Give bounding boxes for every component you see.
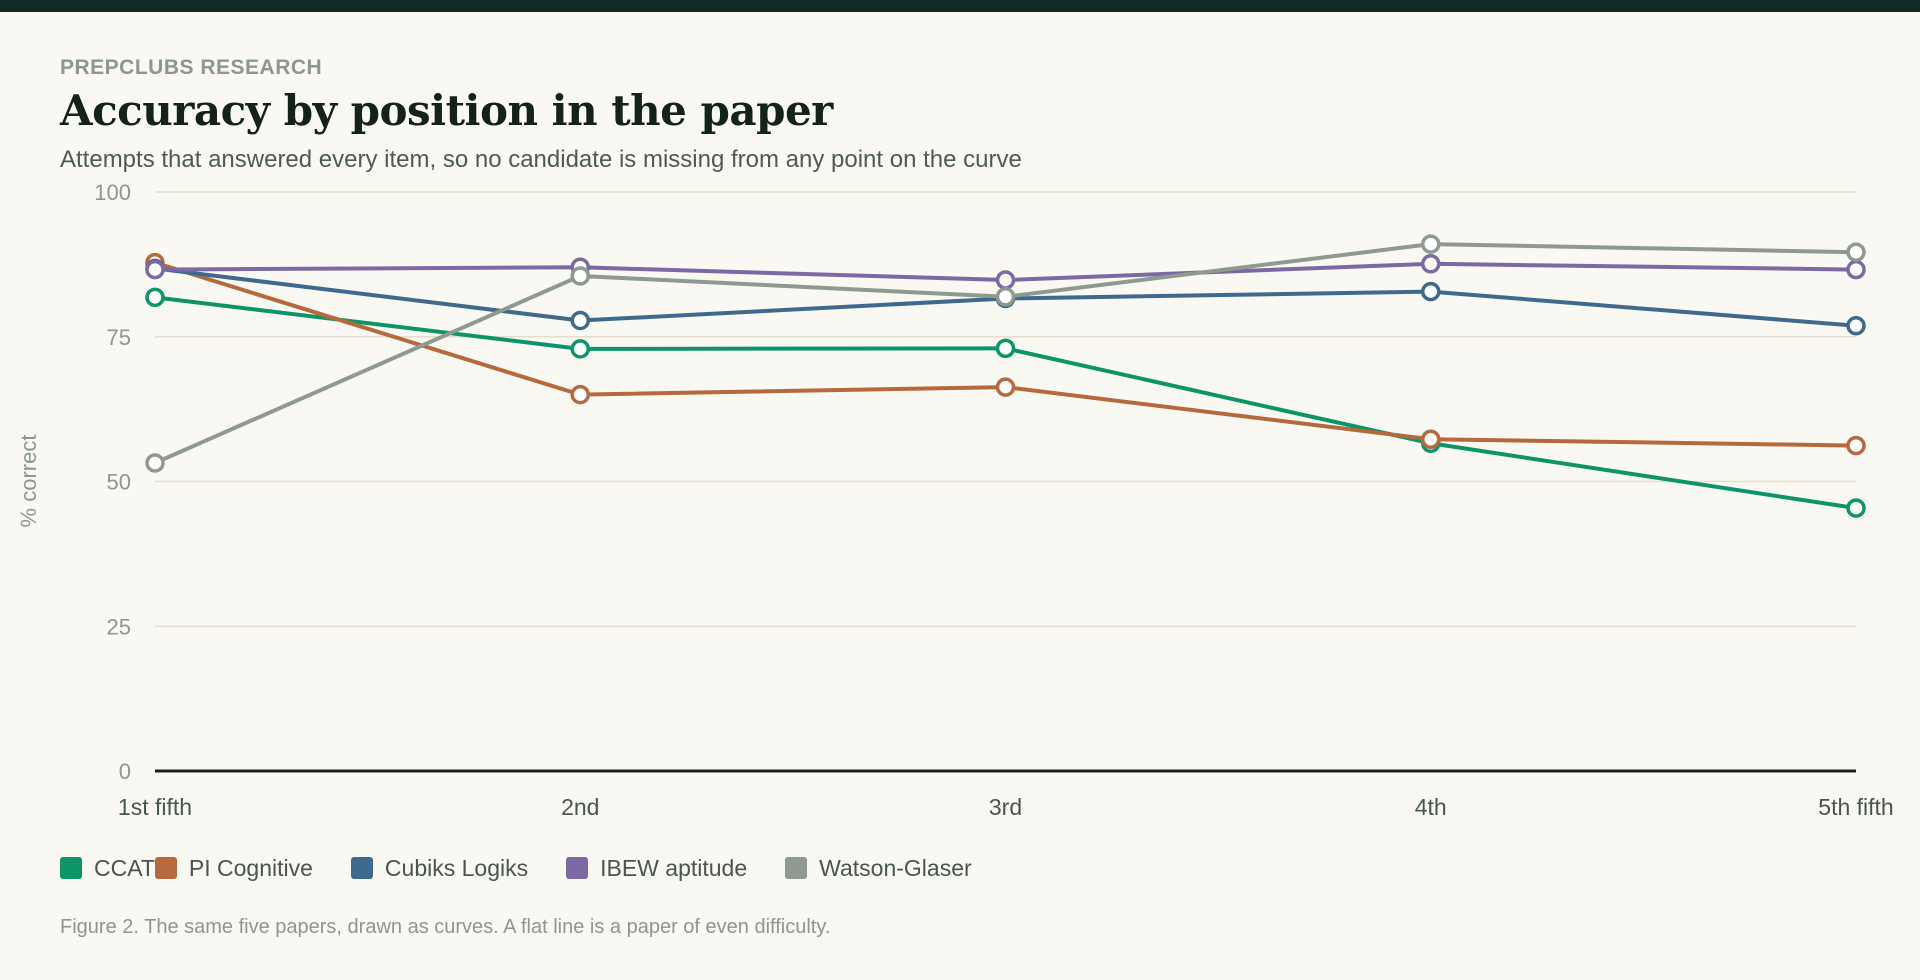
y-axis-ticks: 0 25 50 75 100 — [94, 180, 131, 784]
legend-label: PI Cognitive — [188, 854, 313, 881]
data-point — [145, 259, 165, 280]
legend-label: CCAT — [94, 854, 155, 881]
legend-label: Watson-Glaser — [819, 854, 972, 881]
y-tick-label: 50 — [107, 470, 131, 495]
legend-item: Cubiks Logiks — [350, 854, 529, 882]
legend-swatch — [350, 857, 373, 879]
data-point — [1846, 242, 1866, 262]
legend-swatch — [154, 857, 177, 879]
y-tick-label: 25 — [107, 614, 131, 639]
data-point — [1846, 315, 1866, 336]
data-point — [995, 287, 1016, 307]
legend-item: PI Cognitive — [154, 854, 313, 882]
x-tick-label: 3rd — [989, 794, 1022, 820]
series-pi-cognitive — [145, 252, 1866, 456]
data-point — [995, 377, 1016, 397]
eyebrow-label: PREPCLUBS RESEARCH — [60, 56, 323, 79]
data-point — [1421, 281, 1441, 302]
data-point — [1421, 429, 1441, 449]
data-point — [1421, 234, 1441, 254]
legend-item: CCAT — [60, 855, 155, 882]
data-point — [570, 266, 590, 286]
data-point — [1421, 254, 1441, 274]
y-tick-label: 0 — [119, 759, 131, 784]
legend-swatch — [60, 857, 82, 879]
top-accent-bar — [0, 0, 1920, 12]
data-point — [995, 338, 1016, 359]
x-tick-label: 4th — [1415, 794, 1447, 820]
figure-caption: Figure 2. The same five papers, drawn as… — [60, 916, 831, 938]
data-point — [145, 453, 165, 473]
x-tick-label: 2nd — [561, 794, 599, 820]
data-point — [1846, 498, 1866, 518]
data-point — [145, 287, 165, 308]
y-tick-label: 100 — [94, 180, 131, 205]
y-axis-label: % correct — [16, 435, 41, 528]
series-line — [153, 295, 1858, 511]
legend-item: IBEW aptitude — [566, 855, 747, 882]
legend-item: Watson-Glaser — [785, 855, 972, 882]
y-tick-label: 75 — [107, 325, 131, 350]
legend-label: IBEW aptitude — [600, 854, 748, 881]
data-point — [1846, 435, 1866, 456]
data-point — [1846, 259, 1866, 280]
x-axis-ticks: 1st fifth 2nd 3rd 4th 5th fifth — [118, 794, 1894, 820]
chart-subtitle: Attempts that answered every item, so no… — [60, 146, 1022, 173]
legend-swatch — [566, 857, 589, 879]
legend: CCAT PI Cognitive Cubiks Logiks IBEW aptitu… — [60, 852, 1010, 884]
chart-title: Accuracy by position in the paper — [60, 86, 833, 135]
legend-label: Cubiks Logiks — [384, 854, 529, 881]
legend-swatch — [785, 857, 808, 879]
series-lines — [145, 234, 1866, 518]
data-point — [570, 384, 590, 405]
x-tick-label: 1st fifth — [118, 794, 192, 820]
data-point — [995, 270, 1016, 290]
x-tick-label: 5th fifth — [1818, 794, 1893, 820]
series-watson-glaser — [145, 234, 1866, 473]
series-ibew-aptitude — [145, 254, 1866, 290]
data-point — [570, 339, 590, 359]
data-point — [570, 310, 590, 331]
